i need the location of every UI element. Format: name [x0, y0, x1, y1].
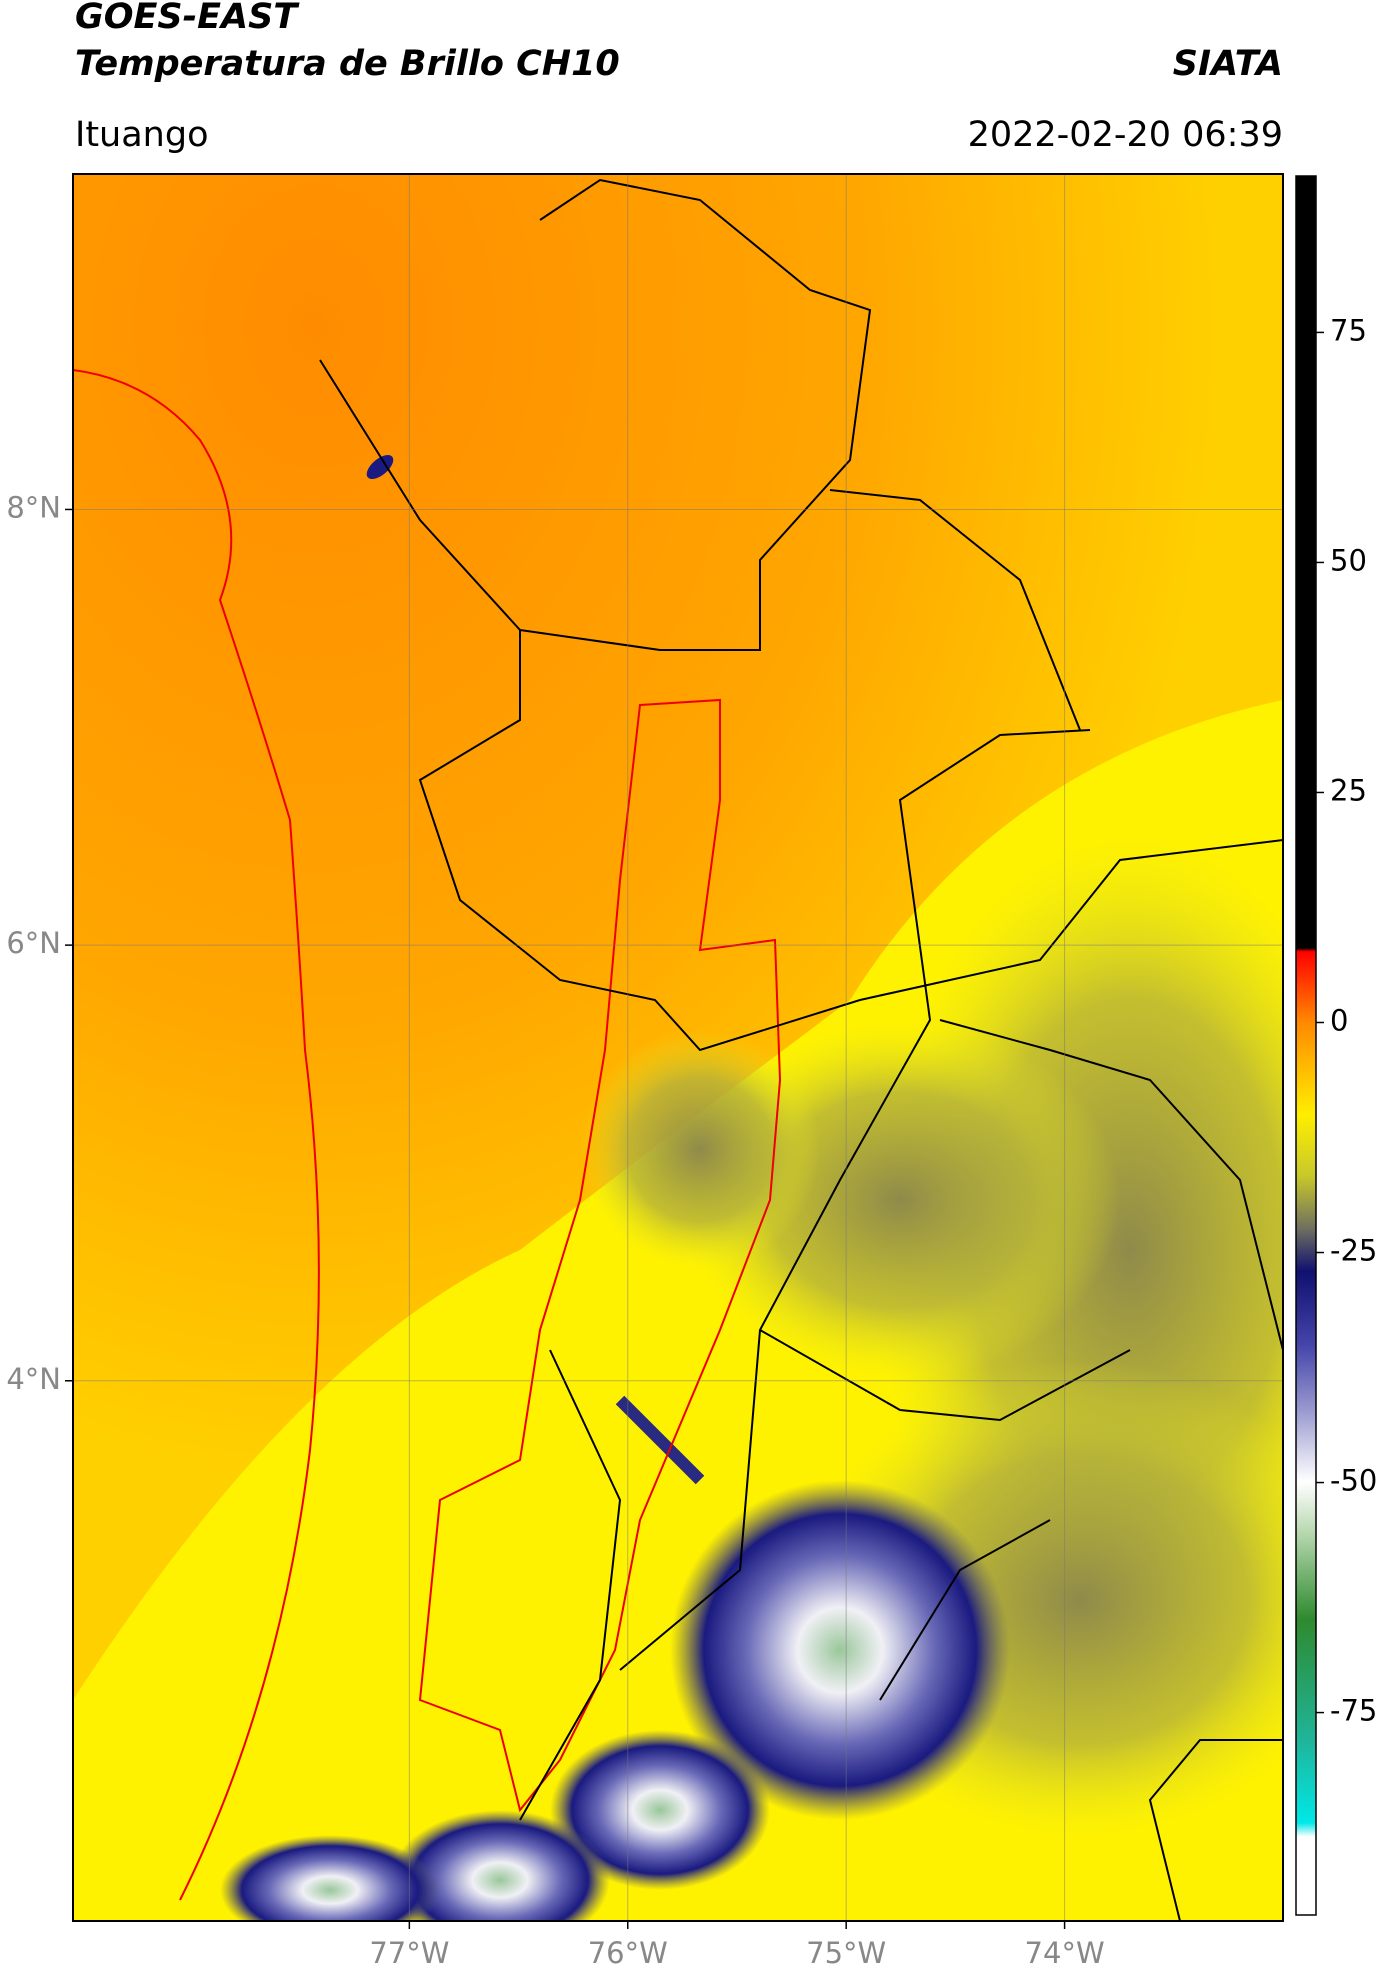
coastline: [73, 369, 320, 1901]
map-frame: [72, 173, 1284, 1922]
lat-tick-label: 8°N: [6, 490, 61, 524]
colorbar-tick-label: 25: [1330, 773, 1367, 807]
storm-cell: [670, 1480, 1010, 1820]
storm-cell: [220, 1835, 440, 1921]
lon-tick-label: 75°W: [806, 1936, 886, 1970]
lat-tick-label: 4°N: [6, 1362, 61, 1396]
admin-borders: [319, 178, 1283, 1921]
colorbar-tick-label: -25: [1330, 1234, 1377, 1268]
lat-tick-label: 6°N: [6, 926, 61, 960]
lon-tick-label: 74°W: [1025, 1936, 1105, 1970]
map-imagery: [73, 174, 1283, 1921]
basin-outline: [418, 698, 782, 1813]
warm-region: [73, 174, 1283, 1700]
region: Ituango: [75, 115, 209, 155]
lon-tick-label: 77°W: [369, 1936, 449, 1970]
lon-tick-label: 76°W: [588, 1936, 668, 1970]
storm-cell: [366, 455, 394, 479]
product-title: Temperatura de Brillo CH10: [75, 44, 620, 84]
colorbar-tick-label: 50: [1330, 543, 1367, 577]
streak: [615, 1395, 705, 1485]
colorbar-tick-label: -50: [1330, 1464, 1377, 1498]
colorbar-tick-label: -75: [1330, 1694, 1377, 1728]
graticule: [65, 174, 1283, 1929]
colorbar: [1295, 175, 1317, 1916]
storm-cell: [550, 1730, 770, 1890]
satellite-title: GOES-EAST: [75, 0, 300, 37]
institution: SIATA: [1173, 44, 1283, 84]
colorbar-tick-label: 0: [1330, 1003, 1348, 1037]
cloud-area: [580, 1030, 820, 1270]
storm-cell: [390, 1810, 610, 1921]
colorbar-tick-label: 75: [1330, 313, 1367, 347]
datetime: 2022-02-20 06:39: [968, 115, 1283, 155]
